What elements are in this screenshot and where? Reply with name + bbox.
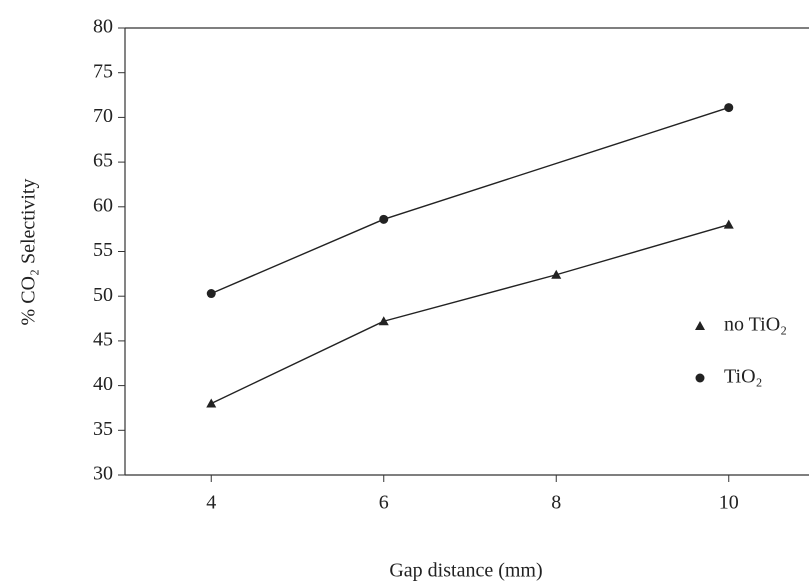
y-tick-label: 55 [93, 239, 113, 261]
marker [724, 103, 734, 113]
y-tick-label: 40 [93, 373, 113, 395]
marker [379, 214, 389, 224]
marker [206, 398, 217, 408]
marker [378, 316, 389, 326]
x-tick-label: 10 [719, 492, 739, 514]
y-tick-label: 60 [93, 194, 113, 216]
y-tick-label: 80 [93, 16, 113, 38]
legend-marker [695, 321, 705, 330]
y-tick-label: 30 [93, 463, 113, 485]
legend-label: TiO₂ [724, 366, 763, 388]
x-tick-label: 8 [551, 492, 561, 514]
y-tick-label: 35 [93, 418, 113, 440]
y-tick-label: 45 [93, 328, 113, 350]
y-tick-label: 75 [93, 60, 113, 82]
series-line [210, 224, 729, 405]
x-axis-label: Gap distance (mm) [389, 560, 542, 582]
legend-marker [695, 373, 705, 383]
y-tick-label: 65 [93, 150, 113, 172]
marker [206, 289, 216, 299]
y-tick-label: 50 [93, 284, 113, 306]
legend-label: no TiO₂ [724, 314, 787, 336]
marker [551, 269, 562, 279]
y-tick-label: 70 [93, 105, 113, 127]
x-tick-label: 4 [206, 492, 216, 514]
series-line [210, 106, 729, 295]
marker [723, 219, 734, 229]
x-tick-label: 6 [379, 492, 389, 514]
y-axis-label: % CO₂ Selectivity [18, 179, 40, 326]
